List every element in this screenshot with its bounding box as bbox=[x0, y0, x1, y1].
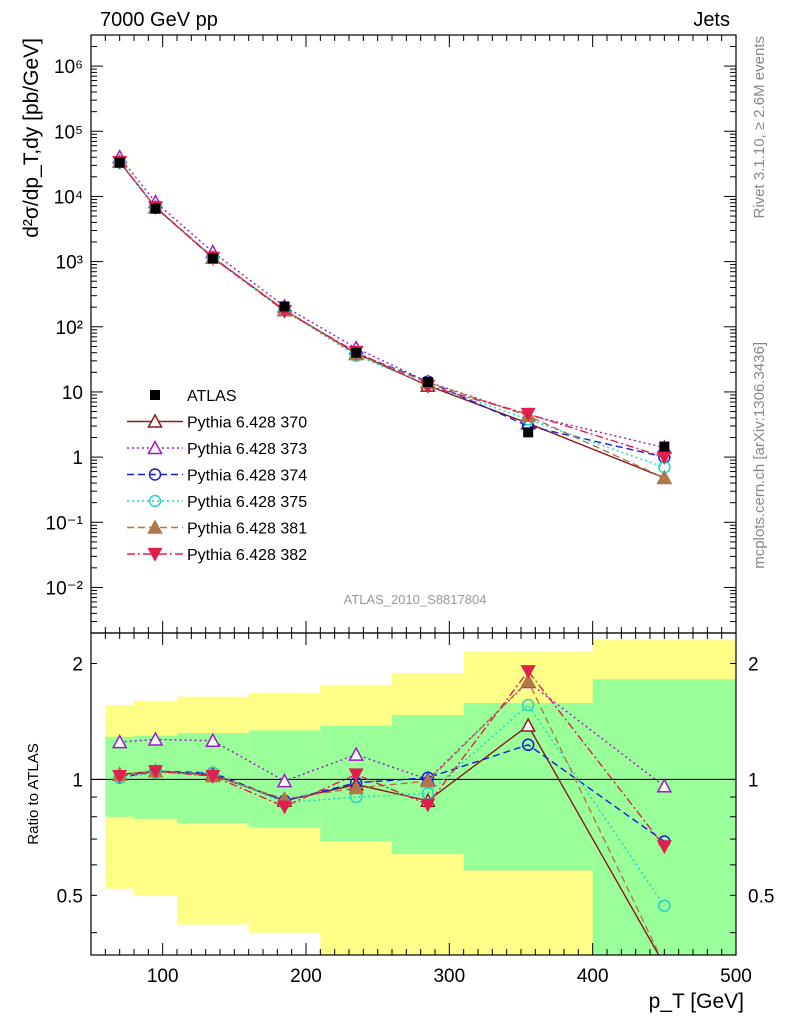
ratio-data-point bbox=[420, 798, 436, 813]
ratio-y-axis-title: Ratio to ATLAS bbox=[25, 743, 42, 844]
main-series-line bbox=[119, 156, 665, 449]
xtick-label: 200 bbox=[290, 966, 322, 987]
ratio-data-point bbox=[520, 673, 536, 688]
ratio-ytick-label-right: 2 bbox=[748, 654, 759, 675]
ratio-data-point bbox=[111, 734, 128, 749]
ratio-data-point bbox=[348, 746, 364, 761]
main-ytick-label: 10⁻¹ bbox=[46, 513, 84, 534]
atlas-data-point bbox=[523, 427, 534, 438]
ratio-series-line bbox=[119, 681, 665, 787]
ratio-data-point bbox=[276, 773, 293, 788]
main-panel: 10⁶ 10⁵ 10⁴ 10³ 10² 10 1 10⁻¹ 10⁻² d²σ/dp_T,dy [p… bbox=[20, 34, 737, 634]
ratio-series-line bbox=[119, 679, 661, 955]
ratio-data-point bbox=[521, 698, 535, 712]
ratio-series-line bbox=[119, 670, 665, 847]
ratio-ytick-label-left: 0.5 bbox=[57, 886, 83, 907]
atlas-data-point bbox=[422, 377, 433, 388]
ratio-ytick-label-left: 2 bbox=[72, 654, 83, 675]
ratio-data-point bbox=[112, 770, 128, 784]
main-ytick-label: 10³ bbox=[56, 253, 83, 274]
main-data-point bbox=[656, 469, 673, 485]
main-ytick-label: 10⁻² bbox=[46, 578, 84, 599]
ratio-data-point bbox=[656, 840, 672, 855]
legend-label: ATLAS bbox=[187, 388, 237, 405]
ratio-bands bbox=[105, 640, 736, 955]
main-series-370 bbox=[111, 153, 673, 485]
ratio-data-point bbox=[658, 958, 671, 970]
legend-marker bbox=[150, 390, 160, 400]
legend-label: Pythia 6.428 373 bbox=[187, 441, 307, 458]
legend-label: Pythia 6.428 374 bbox=[187, 468, 307, 485]
ratio-data-point bbox=[205, 732, 221, 748]
main-ytick-label: 10⁴ bbox=[54, 187, 83, 208]
xtick-label: 300 bbox=[433, 966, 465, 987]
main-ytick-label: 10 bbox=[62, 383, 83, 404]
legend-marker bbox=[148, 468, 162, 481]
ratio-data-point bbox=[520, 717, 536, 732]
main-ytick-label: 10² bbox=[56, 318, 83, 339]
legend-label: Pythia 6.428 381 bbox=[187, 521, 307, 538]
legend-label: Pythia 6.428 382 bbox=[187, 547, 307, 564]
xtick-label: 100 bbox=[147, 966, 179, 987]
ratio-data-point bbox=[147, 731, 164, 746]
ratio-series-382 bbox=[112, 665, 672, 855]
header-right: Jets bbox=[693, 9, 730, 31]
ratio-ytick-label-right: 0.5 bbox=[748, 886, 774, 907]
ratio-series-group bbox=[111, 665, 673, 970]
ratio-band-inner bbox=[592, 679, 736, 955]
atlas-data-point bbox=[207, 253, 218, 264]
legend-label: Pythia 6.428 370 bbox=[187, 415, 307, 432]
xtick-label: 400 bbox=[577, 966, 609, 987]
main-y-axis-title: d²σ/dp_T,dy [pb/GeV] bbox=[20, 38, 43, 238]
ratio-panel: 0.5 0.5 1 1 2 2 100 200 300 400 500 Ratio to ATLAS p… bbox=[25, 632, 774, 1013]
ratio-frame bbox=[90, 632, 737, 956]
analysis-id: ATLAS_2010_S8817804 bbox=[344, 592, 487, 607]
ratio-data-point bbox=[658, 958, 671, 970]
legend-marker bbox=[147, 439, 163, 455]
main-series-line bbox=[119, 161, 665, 458]
ratio-data-point bbox=[348, 768, 364, 783]
atlas-data-point bbox=[351, 347, 362, 358]
ratio-data-point bbox=[147, 765, 164, 780]
atlas-data-point bbox=[659, 441, 670, 452]
main-series-381 bbox=[111, 153, 673, 485]
main-ytick-label: 10⁵ bbox=[54, 122, 83, 143]
main-ytick-label: 1 bbox=[72, 448, 83, 469]
legend: ATLAS Pythia 6.428 370 Pythia 6.428 373 Pyt… bbox=[127, 388, 307, 564]
main-series-373 bbox=[111, 149, 673, 454]
atlas-data-point bbox=[279, 301, 290, 312]
ratio-data-point bbox=[420, 773, 436, 788]
x-axis-title: p_T [GeV] bbox=[649, 990, 744, 1013]
legend-marker bbox=[147, 519, 163, 534]
side-label-rivet: Rivet 3.1.10, ≥ 2.6M events bbox=[751, 36, 768, 219]
ratio-data-point bbox=[205, 770, 221, 784]
ratio-series-line bbox=[119, 703, 665, 907]
ratio-data-point bbox=[348, 779, 364, 795]
ratio-data-point bbox=[658, 899, 671, 912]
main-series-atlas bbox=[114, 157, 670, 452]
ratio-data-point bbox=[276, 800, 293, 815]
legend-marker bbox=[147, 547, 163, 562]
main-data-point bbox=[520, 407, 536, 422]
ratio-ytick-label-right: 1 bbox=[748, 770, 759, 791]
legend-marker bbox=[148, 494, 162, 508]
ratio-data-point bbox=[656, 778, 673, 793]
main-ytick-label: 10⁶ bbox=[54, 57, 83, 78]
main-data-point bbox=[656, 451, 672, 465]
header-left: 7000 GeV pp bbox=[100, 9, 218, 31]
main-series-line bbox=[119, 161, 665, 458]
ratio-ytick-label-left: 1 bbox=[72, 770, 83, 791]
ratio-data-point bbox=[520, 665, 536, 679]
atlas-data-point bbox=[114, 157, 125, 168]
side-label-mcplots: mcplots.cern.ch [arXiv:1306.3436] bbox=[751, 342, 768, 569]
xtick-label: 500 bbox=[720, 966, 752, 987]
atlas-data-point bbox=[150, 203, 161, 214]
ratio-data-point bbox=[521, 738, 535, 752]
legend-marker bbox=[147, 413, 163, 428]
main-frame bbox=[90, 34, 737, 634]
legend-label: Pythia 6.428 375 bbox=[187, 494, 307, 511]
